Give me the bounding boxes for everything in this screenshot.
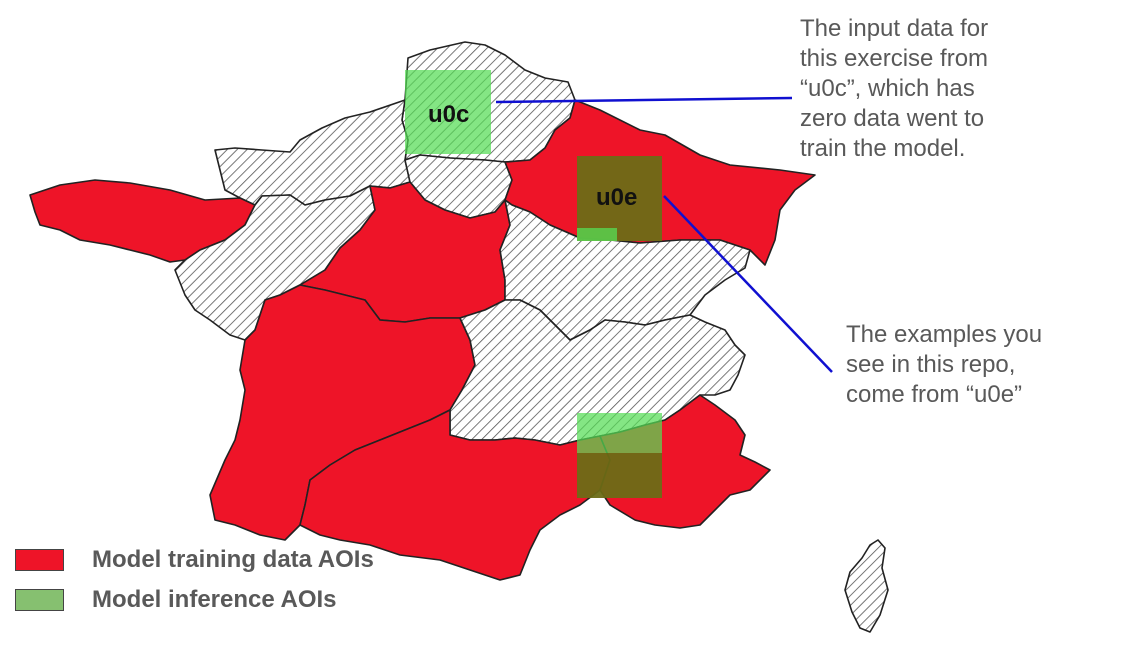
annotation-u0c-line: zero data went to <box>800 105 985 132</box>
legend-label-training: Model training data AOIs <box>92 546 374 573</box>
legend: Model training data AOIs Model inference… <box>15 540 374 620</box>
legend-swatch-training <box>15 549 64 571</box>
legend-item-inference: Model inference AOIs <box>15 580 374 620</box>
legend-swatch-inference <box>15 589 64 611</box>
aoi-label-u0e: u0e <box>596 184 637 211</box>
aoi-u0e-box <box>577 156 662 241</box>
callout-line-bottom <box>663 195 833 373</box>
aoi-u0e-overlap-strip <box>577 228 617 241</box>
annotation-u0c-line: “u0c”, which has <box>800 75 975 102</box>
annotation-u0e-line: see in this repo, <box>846 351 1016 378</box>
legend-label-inference: Model inference AOIs <box>92 586 337 613</box>
annotation-u0c-line: train the model. <box>800 135 966 162</box>
annotation-u0e-line: come from “u0e” <box>846 381 1023 408</box>
annotation-u0c-line: The input data for <box>800 15 989 42</box>
annotation-u0e: The examples you see in this repo, come … <box>846 320 1106 410</box>
annotation-u0c: The input data for this exercise from “u… <box>800 14 1100 164</box>
annotation-u0e-line: The examples you <box>846 321 1043 348</box>
annotation-u0c-line: this exercise from <box>800 45 989 72</box>
aoi-label-u0c: u0c <box>428 101 469 128</box>
aoi-south-box-bottom <box>577 453 662 498</box>
aoi-south-box-top <box>577 413 662 453</box>
aoi-u0c-box <box>405 70 491 154</box>
legend-item-training: Model training data AOIs <box>15 540 374 580</box>
region-corse <box>844 539 889 633</box>
callout-line-top <box>495 96 793 104</box>
